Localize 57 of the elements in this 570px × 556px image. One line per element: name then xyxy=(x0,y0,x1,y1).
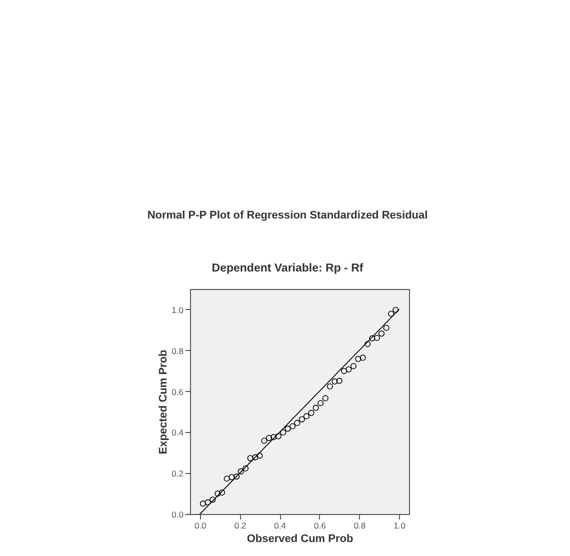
point xyxy=(303,413,310,420)
point xyxy=(312,404,319,411)
point xyxy=(383,324,390,331)
chart-subtitle: Dependent Variable: Rp - Rf xyxy=(212,262,364,274)
x-tick-label: 0.4 xyxy=(274,520,286,530)
point xyxy=(378,330,385,337)
chart-title: Normal P-P Plot of Regression Standardized Residual xyxy=(147,210,428,222)
point xyxy=(280,429,286,436)
point xyxy=(364,340,371,348)
y-tick-label: 0.0 xyxy=(172,510,184,520)
point xyxy=(234,474,240,480)
point xyxy=(270,434,277,440)
point xyxy=(219,489,226,496)
point xyxy=(346,366,352,372)
point xyxy=(289,423,296,430)
y-tick-label: 0.6 xyxy=(172,386,184,397)
point xyxy=(374,334,380,341)
point xyxy=(332,378,338,384)
point xyxy=(322,395,328,402)
point xyxy=(228,474,235,480)
point xyxy=(355,356,362,362)
x-tick-label: 0.8 xyxy=(354,520,366,530)
point xyxy=(224,476,230,482)
y-tick-label: 1.0 xyxy=(172,304,184,315)
point xyxy=(350,363,356,370)
point xyxy=(298,416,305,422)
y-axis-title: Expected Cum Prob xyxy=(158,349,170,454)
point xyxy=(256,452,263,459)
point xyxy=(210,496,216,503)
point xyxy=(369,335,376,342)
point xyxy=(388,310,394,317)
y-tick-label: 0.8 xyxy=(172,346,184,356)
x-tick-label: 0.6 xyxy=(314,520,326,530)
point xyxy=(200,500,206,507)
point xyxy=(341,368,348,374)
point xyxy=(242,465,249,472)
y-tick-label: 0.4 xyxy=(172,428,184,438)
point xyxy=(261,438,268,444)
point xyxy=(252,454,258,460)
point xyxy=(326,383,334,390)
point xyxy=(284,426,291,432)
y-tick-label: 0.2 xyxy=(172,468,184,479)
point xyxy=(275,433,282,440)
point xyxy=(318,400,324,406)
point xyxy=(336,378,342,384)
point xyxy=(294,420,300,426)
point xyxy=(214,490,221,497)
x-tick-label: 0.0 xyxy=(194,520,207,530)
x-tick-label: 1.0 xyxy=(394,520,406,530)
x-axis-title: Observed Cum Prob xyxy=(246,533,354,545)
x-tick-label: 0.2 xyxy=(234,520,246,530)
point xyxy=(360,354,366,361)
point xyxy=(204,499,211,506)
point xyxy=(308,410,314,416)
point xyxy=(266,434,272,441)
point xyxy=(238,468,244,474)
point xyxy=(247,455,254,462)
